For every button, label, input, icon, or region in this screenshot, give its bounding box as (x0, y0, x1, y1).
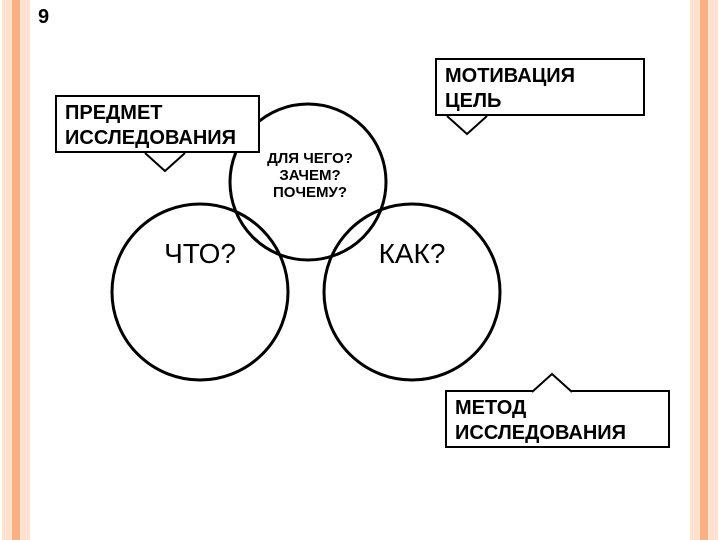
circle-top-label: ДЛЯ ЧЕГО? ЗАЧЕМ? ПОЧЕМУ? (250, 150, 370, 201)
callout-subject-tail (143, 153, 187, 175)
callout-motivation: МОТИВАЦИЯ ЦЕЛЬ (435, 58, 645, 116)
right-stripe-inner (700, 0, 708, 540)
circle-top-line1: ДЛЯ ЧЕГО? (250, 150, 370, 167)
circle-right (324, 204, 500, 380)
page-number: 9 (38, 6, 49, 29)
callout-motivation-tail (445, 116, 489, 138)
callout-motivation-line2: ЦЕЛЬ (445, 89, 635, 114)
callout-method-line1: МЕТОД (455, 396, 660, 421)
circle-left (112, 204, 288, 380)
callout-method-line2: ИССЛЕДОВАНИЯ (455, 421, 660, 446)
callout-subject-line2: ИССЛЕДОВАНИЯ (65, 126, 250, 151)
callout-subject-line1: ПРЕДМЕТ (65, 101, 250, 126)
circle-top-line2: ЗАЧЕМ? (250, 167, 370, 184)
callout-motivation-line1: МОТИВАЦИЯ (445, 64, 635, 89)
callout-method: МЕТОД ИССЛЕДОВАНИЯ (445, 390, 670, 448)
circle-right-label: КАК? (362, 238, 462, 270)
left-stripe-inner (12, 0, 20, 540)
circle-left-label: ЧТО? (150, 238, 250, 270)
circle-top-line3: ПОЧЕМУ? (250, 184, 370, 201)
callout-subject: ПРЕДМЕТ ИССЛЕДОВАНИЯ (55, 95, 260, 153)
callout-method-tail (530, 372, 574, 394)
